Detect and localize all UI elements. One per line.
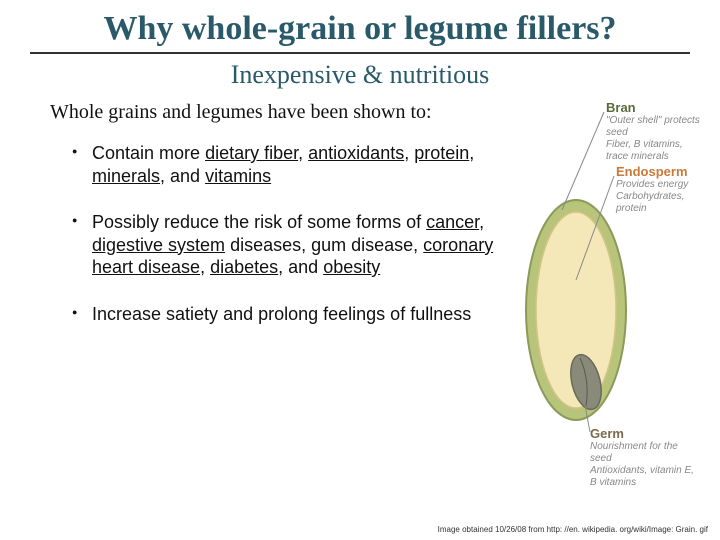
content-wrap: Whole grains and legumes have been shown… (20, 100, 700, 480)
endo-title: Endosperm (616, 164, 700, 179)
bran-title: Bran (606, 100, 700, 115)
germ-label: Germ Nourishment for the seed Antioxidan… (590, 426, 700, 489)
bran-leader (562, 112, 604, 210)
bullet-text: diseases, gum disease, (225, 235, 423, 255)
bullet-list: Contain more dietary fiber, antioxidants… (50, 142, 512, 325)
underlined-term: dietary fiber (205, 143, 298, 163)
slide-subtitle: Inexpensive & nutritious (20, 60, 700, 90)
bullet-item: Increase satiety and prolong feelings of… (72, 303, 512, 326)
germ-sub1: Nourishment for the seed (590, 441, 700, 465)
bullet-text: , (200, 257, 210, 277)
bullet-text: Contain more (92, 143, 205, 163)
grain-diagram: Bran "Outer shell" protects seed Fiber, … (520, 100, 700, 480)
bullet-text: , and (160, 166, 205, 186)
bullet-text: , and (278, 257, 323, 277)
image-credit: Image obtained 10/26/08 from http: //en.… (438, 525, 708, 534)
text-column: Whole grains and legumes have been shown… (20, 100, 512, 480)
bullet-text: , (298, 143, 308, 163)
bullet-text: Possibly reduce the risk of some forms o… (92, 212, 426, 232)
diagram-column: Bran "Outer shell" protects seed Fiber, … (520, 100, 700, 480)
bran-sub1: "Outer shell" protects seed (606, 115, 700, 139)
endosperm-label: Endosperm Provides energy Carbohydrates,… (616, 164, 700, 215)
bran-label: Bran "Outer shell" protects seed Fiber, … (606, 100, 700, 163)
slide-title: Why whole-grain or legume fillers? (20, 10, 700, 48)
bullet-text: , (404, 143, 414, 163)
germ-sub2: Antioxidants, vitamin E, B vitamins (590, 465, 700, 489)
underlined-term: cancer (426, 212, 479, 232)
underlined-term: minerals (92, 166, 160, 186)
endo-sub2: Carbohydrates, protein (616, 191, 700, 215)
underlined-term: obesity (323, 257, 380, 277)
bullet-text: Increase satiety and prolong feelings of… (92, 304, 471, 324)
bullet-item: Possibly reduce the risk of some forms o… (72, 211, 512, 279)
germ-title: Germ (590, 426, 700, 441)
underlined-term: vitamins (205, 166, 271, 186)
underlined-term: diabetes (210, 257, 278, 277)
underlined-term: digestive system (92, 235, 225, 255)
divider (30, 52, 690, 54)
bullet-text: , (469, 143, 474, 163)
bullet-text: , (479, 212, 484, 232)
bran-sub2: Fiber, B vitamins, trace minerals (606, 139, 700, 163)
bullet-item: Contain more dietary fiber, antioxidants… (72, 142, 512, 187)
underlined-term: antioxidants (308, 143, 404, 163)
endo-sub1: Provides energy (616, 179, 700, 191)
intro-text: Whole grains and legumes have been shown… (50, 100, 512, 124)
underlined-term: protein (414, 143, 469, 163)
slide: Why whole-grain or legume fillers? Inexp… (0, 0, 720, 540)
